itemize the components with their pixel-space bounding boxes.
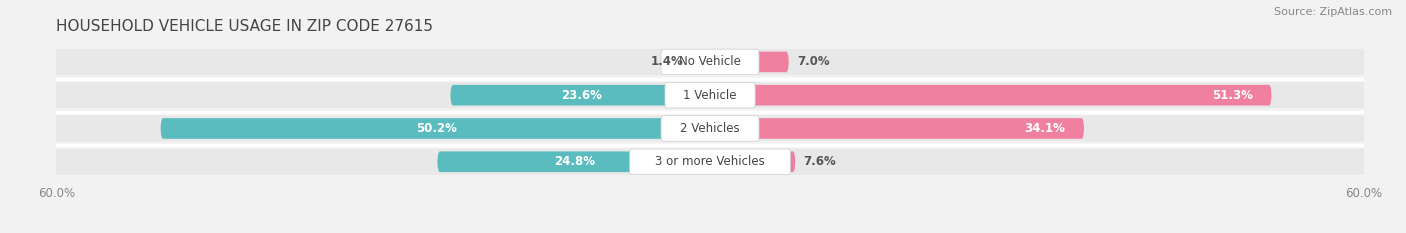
Text: 51.3%: 51.3% xyxy=(1212,89,1253,102)
FancyBboxPatch shape xyxy=(453,85,710,106)
Ellipse shape xyxy=(53,149,59,175)
Text: 1 Vehicle: 1 Vehicle xyxy=(683,89,737,102)
FancyBboxPatch shape xyxy=(665,82,755,108)
Text: 24.8%: 24.8% xyxy=(554,155,595,168)
FancyBboxPatch shape xyxy=(56,49,1364,75)
Ellipse shape xyxy=(437,151,441,172)
Ellipse shape xyxy=(1361,149,1367,175)
Text: Source: ZipAtlas.com: Source: ZipAtlas.com xyxy=(1274,7,1392,17)
Ellipse shape xyxy=(53,82,59,108)
FancyBboxPatch shape xyxy=(440,151,710,172)
Ellipse shape xyxy=(1080,118,1084,139)
Ellipse shape xyxy=(160,118,166,139)
Ellipse shape xyxy=(692,51,697,72)
Ellipse shape xyxy=(53,116,59,141)
FancyBboxPatch shape xyxy=(163,118,710,139)
Text: No Vehicle: No Vehicle xyxy=(679,55,741,69)
FancyBboxPatch shape xyxy=(710,151,793,172)
FancyBboxPatch shape xyxy=(710,118,1081,139)
FancyBboxPatch shape xyxy=(56,82,1364,108)
Text: 34.1%: 34.1% xyxy=(1025,122,1066,135)
FancyBboxPatch shape xyxy=(56,149,1364,175)
Ellipse shape xyxy=(785,51,789,72)
Ellipse shape xyxy=(1361,116,1367,141)
Text: 7.0%: 7.0% xyxy=(797,55,830,69)
Ellipse shape xyxy=(450,85,456,106)
Ellipse shape xyxy=(1267,85,1271,106)
Text: 50.2%: 50.2% xyxy=(416,122,457,135)
FancyBboxPatch shape xyxy=(695,51,710,72)
Text: 3 or more Vehicles: 3 or more Vehicles xyxy=(655,155,765,168)
Ellipse shape xyxy=(1361,49,1367,75)
Text: 1.4%: 1.4% xyxy=(651,55,683,69)
Ellipse shape xyxy=(1361,82,1367,108)
FancyBboxPatch shape xyxy=(630,149,790,175)
FancyBboxPatch shape xyxy=(56,116,1364,141)
FancyBboxPatch shape xyxy=(710,85,1270,106)
Text: HOUSEHOLD VEHICLE USAGE IN ZIP CODE 27615: HOUSEHOLD VEHICLE USAGE IN ZIP CODE 2761… xyxy=(56,19,433,34)
FancyBboxPatch shape xyxy=(661,116,759,141)
Ellipse shape xyxy=(53,49,59,75)
FancyBboxPatch shape xyxy=(661,49,759,75)
Text: 2 Vehicles: 2 Vehicles xyxy=(681,122,740,135)
Text: 23.6%: 23.6% xyxy=(561,89,602,102)
FancyBboxPatch shape xyxy=(710,51,786,72)
Text: 7.6%: 7.6% xyxy=(804,155,837,168)
Ellipse shape xyxy=(790,151,796,172)
